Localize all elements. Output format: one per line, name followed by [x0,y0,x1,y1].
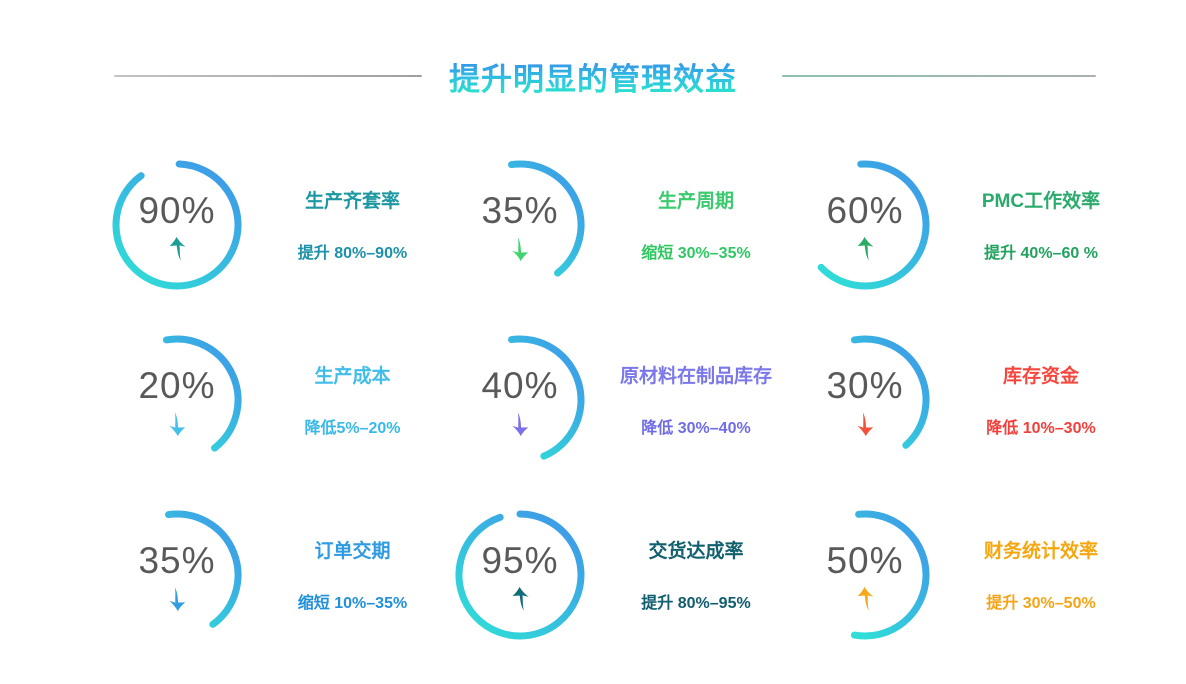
gauge-ring: 35% [112,510,242,640]
gauge-ring: 90% [112,160,242,290]
metric-value: 90% [138,189,216,231]
metric-card: 40% 原材料在制品库存 降低 30%–40% [455,312,800,487]
metric-info: 财务统计效率 提升 30%–50% [938,536,1144,613]
metric-change: 缩短 10%–35% [297,595,408,612]
metric-title: 交货达成率 [648,541,744,562]
metric-card: 20% 生产成本 降低5%–20% [112,312,455,487]
gauge-ring: 30% [800,335,930,465]
gauge-arc [165,510,242,628]
trend-arrow-icon [168,411,185,436]
slide-header: 提升明显的管理效益 [0,0,1186,110]
metric-change: 降低5%–20% [304,420,401,437]
gauge-center: 30% [800,335,930,465]
metric-info: 原材料在制品库存 降低 30%–40% [593,361,799,438]
metric-change: 降低 30%–40% [641,420,751,437]
trend-arrow-icon [857,586,874,611]
metric-info: 交货达成率 提升 80%–95% [593,536,799,613]
metric-value: 35% [481,189,559,231]
metric-card: 35% 订单交期 缩短 10%–35% [112,487,455,662]
metric-title: 订单交期 [314,541,391,562]
gauge-center: 40% [455,335,585,465]
gauge-center: 90% [112,160,242,290]
metric-card: 30% 库存资金 降低 10%–30% [800,312,1164,487]
metric-value: 95% [481,539,559,581]
trend-arrow-icon [856,411,873,436]
metric-value: 50% [826,539,904,581]
trend-arrow-icon [511,236,528,261]
metric-value: 35% [138,539,216,581]
trend-arrow-icon [168,586,185,611]
metric-title: 生产成本 [314,366,391,387]
gauge-arc [508,335,585,460]
metric-card: 95% 交货达成率 提升 80%–95% [455,487,800,662]
gauge-center: 35% [112,510,242,640]
gauge-ring: 40% [455,335,585,465]
gauge-ring: 50% [800,510,930,640]
gauge-center: 50% [800,510,930,640]
metric-value: 20% [138,364,216,406]
metric-change: 提升 30%–50% [986,595,1096,612]
metric-change: 降低 10%–30% [986,420,1096,437]
metric-card: 35% 生产周期 缩短 30%–35% [455,137,800,312]
gauge-ring: 60% [800,160,930,290]
metric-value: 60% [826,189,904,231]
metric-title: 财务统计效率 [983,541,1098,562]
gauge-arc [850,510,930,639]
metric-info: 订单交期 缩短 10%–35% [250,536,455,613]
metric-card: 50% 财务统计效率 提升 30%–50% [800,487,1164,662]
metric-value: 40% [481,364,559,406]
header-divider-left [114,75,422,77]
metric-info: 生产周期 缩短 30%–35% [593,186,799,263]
trend-arrow-icon [511,411,528,436]
metric-title: 原材料在制品库存 [619,366,772,387]
gauge-arc [162,335,242,452]
metric-info: 生产成本 降低5%–20% [250,361,455,438]
metric-change: 提升 40%–60 % [984,245,1098,262]
gauge-ring: 20% [112,335,242,465]
metric-title: 库存资金 [1002,366,1079,387]
trend-arrow-icon [169,236,186,261]
metric-grid: 90% 生产齐套率 提升 80%–90% [112,137,1164,662]
page-title: 提升明显的管理效益 [0,54,1186,99]
metric-info: 生产齐套率 提升 80%–90% [250,186,455,263]
trend-arrow-icon [512,586,529,611]
gauge-center: 60% [800,160,930,290]
metric-change: 缩短 30%–35% [641,245,751,262]
gauge-arc [508,160,585,277]
metric-card: 60% PMC工作效率 提升 40%–60 % [800,137,1164,312]
gauge-center: 20% [112,335,242,465]
metric-card: 90% 生产齐套率 提升 80%–90% [112,137,455,312]
header-divider-right [782,75,1096,77]
metric-title: 生产齐套率 [304,191,400,212]
gauge-arc [455,510,585,639]
metric-change: 提升 80%–95% [641,595,751,612]
gauge-arc [850,335,930,449]
metric-title: PMC工作效率 [981,191,1101,212]
trend-arrow-icon [857,236,874,261]
metric-change: 提升 80%–90% [297,245,408,262]
gauge-ring: 35% [455,160,585,290]
gauge-arc [112,160,242,289]
metric-info: 库存资金 降低 10%–30% [938,361,1144,438]
gauge-ring: 95% [455,510,585,640]
gauge-center: 35% [455,160,585,290]
gauge-center: 95% [455,510,585,640]
metric-title: 生产周期 [657,191,734,212]
metric-info: PMC工作效率 提升 40%–60 % [938,186,1144,263]
metric-value: 30% [826,364,904,406]
gauge-arc [817,160,930,289]
